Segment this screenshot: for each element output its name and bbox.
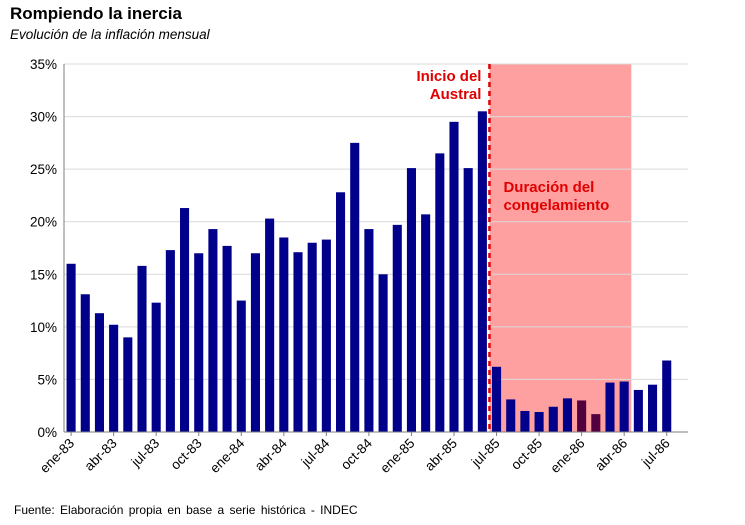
x-tick-label: abr-85 — [422, 436, 460, 474]
bar-may-84 — [293, 252, 303, 432]
austral-annotation-line: Inicio del — [416, 68, 481, 85]
congelamiento-annotation-line: congelamiento — [503, 197, 609, 214]
chart-title: Rompiendo la inercia — [10, 4, 182, 23]
x-tick-label: oct-83 — [168, 436, 205, 473]
bar-jul-86 — [662, 360, 672, 432]
y-tick-label: 5% — [37, 372, 57, 387]
bar-sep-84 — [350, 142, 360, 432]
bar-sep-85 — [520, 410, 530, 432]
bar-feb-84 — [250, 253, 260, 432]
bar-jun-83 — [137, 265, 147, 432]
bar-mar-83 — [94, 313, 104, 432]
bar-dic-83 — [222, 245, 232, 432]
bar-feb-85 — [421, 214, 431, 432]
bar-may-86 — [633, 389, 643, 432]
chart-subtitle: Evolución de la inflación mensual — [10, 27, 210, 42]
bar-may-85 — [463, 168, 473, 432]
bar-oct-83 — [194, 253, 204, 432]
congelamiento-band — [489, 64, 632, 432]
congelamiento-annotation-line: Duración del — [503, 179, 594, 196]
bar-ene-84 — [236, 300, 246, 432]
bar-mar-84 — [265, 218, 275, 432]
x-tick-label: abr-86 — [592, 436, 630, 474]
congelamiento-annotation: Duración del congelamiento — [503, 179, 609, 214]
bar-nov-84 — [378, 274, 388, 432]
bar-may-83 — [123, 337, 133, 432]
x-tick-label: abr-83 — [82, 436, 120, 474]
bar-ago-85 — [506, 399, 516, 432]
bar-sep-83 — [180, 208, 190, 432]
x-tick-label: jul-84 — [298, 435, 333, 470]
x-tick-label: jul-85 — [468, 436, 503, 471]
x-tick-label: oct-84 — [338, 435, 375, 472]
bar-oct-84 — [364, 229, 374, 432]
x-tick-label: ene-86 — [547, 436, 587, 476]
x-tick-labels: ene-83 abr-83 jul-83 oct-83 ene-84 abr-84 jul-… — [37, 432, 673, 476]
x-tick-label: ene-85 — [377, 436, 417, 476]
y-tick-label: 15% — [30, 267, 57, 282]
bar-feb-86 — [591, 414, 601, 432]
inflation-bar-chart: 0%5%10%15%20%25%30%35% ene-83 abr-83 jul-8… — [30, 57, 688, 476]
bar-jul-83 — [151, 302, 161, 432]
bar-jul-84 — [321, 239, 331, 432]
bar-ago-84 — [336, 192, 346, 432]
bar-dic-85 — [562, 398, 572, 432]
source-note: Fuente: Elaboración propia en base a ser… — [14, 503, 358, 517]
y-tick-label: 20% — [30, 215, 57, 230]
x-tick-label: oct-85 — [508, 436, 545, 473]
x-tick-label: abr-84 — [252, 435, 291, 474]
y-tick-label: 10% — [30, 320, 57, 335]
austral-annotation: Inicio del Austral — [416, 68, 481, 103]
bar-ago-83 — [165, 250, 175, 432]
y-tick-label: 35% — [30, 57, 57, 72]
y-tick-label: 0% — [37, 425, 57, 440]
bar-mar-86 — [605, 382, 615, 432]
bar-nov-83 — [208, 229, 218, 432]
bar-jun-85 — [477, 111, 487, 433]
bar-abr-85 — [449, 121, 459, 432]
bar-abr-84 — [279, 237, 289, 432]
bar-abr-83 — [109, 324, 119, 432]
bar-jun-86 — [648, 384, 658, 432]
bar-ene-86 — [577, 400, 587, 432]
x-tick-label: ene-83 — [37, 436, 77, 476]
y-tick-labels: 0% 5% 10% 15% 20% 25% 30% 35% — [30, 57, 57, 440]
bar-mar-85 — [435, 153, 445, 432]
x-tick-label: jul-83 — [128, 436, 163, 471]
bar-jun-84 — [307, 242, 317, 432]
bar-jul-85 — [492, 366, 502, 432]
bar-abr-86 — [619, 381, 629, 432]
bar-ene-85 — [406, 168, 416, 432]
y-tick-label: 30% — [30, 110, 57, 125]
austral-annotation-line: Austral — [430, 86, 482, 103]
bar-dic-84 — [392, 224, 402, 432]
bar-nov-85 — [548, 406, 558, 432]
bar-oct-85 — [534, 412, 544, 432]
bar-ene-83 — [66, 263, 76, 432]
x-tick-label: ene-84 — [207, 435, 248, 476]
x-tick-label: jul-86 — [638, 436, 673, 471]
bar-feb-83 — [80, 294, 90, 432]
y-tick-label: 25% — [30, 162, 57, 177]
bars — [66, 111, 672, 433]
